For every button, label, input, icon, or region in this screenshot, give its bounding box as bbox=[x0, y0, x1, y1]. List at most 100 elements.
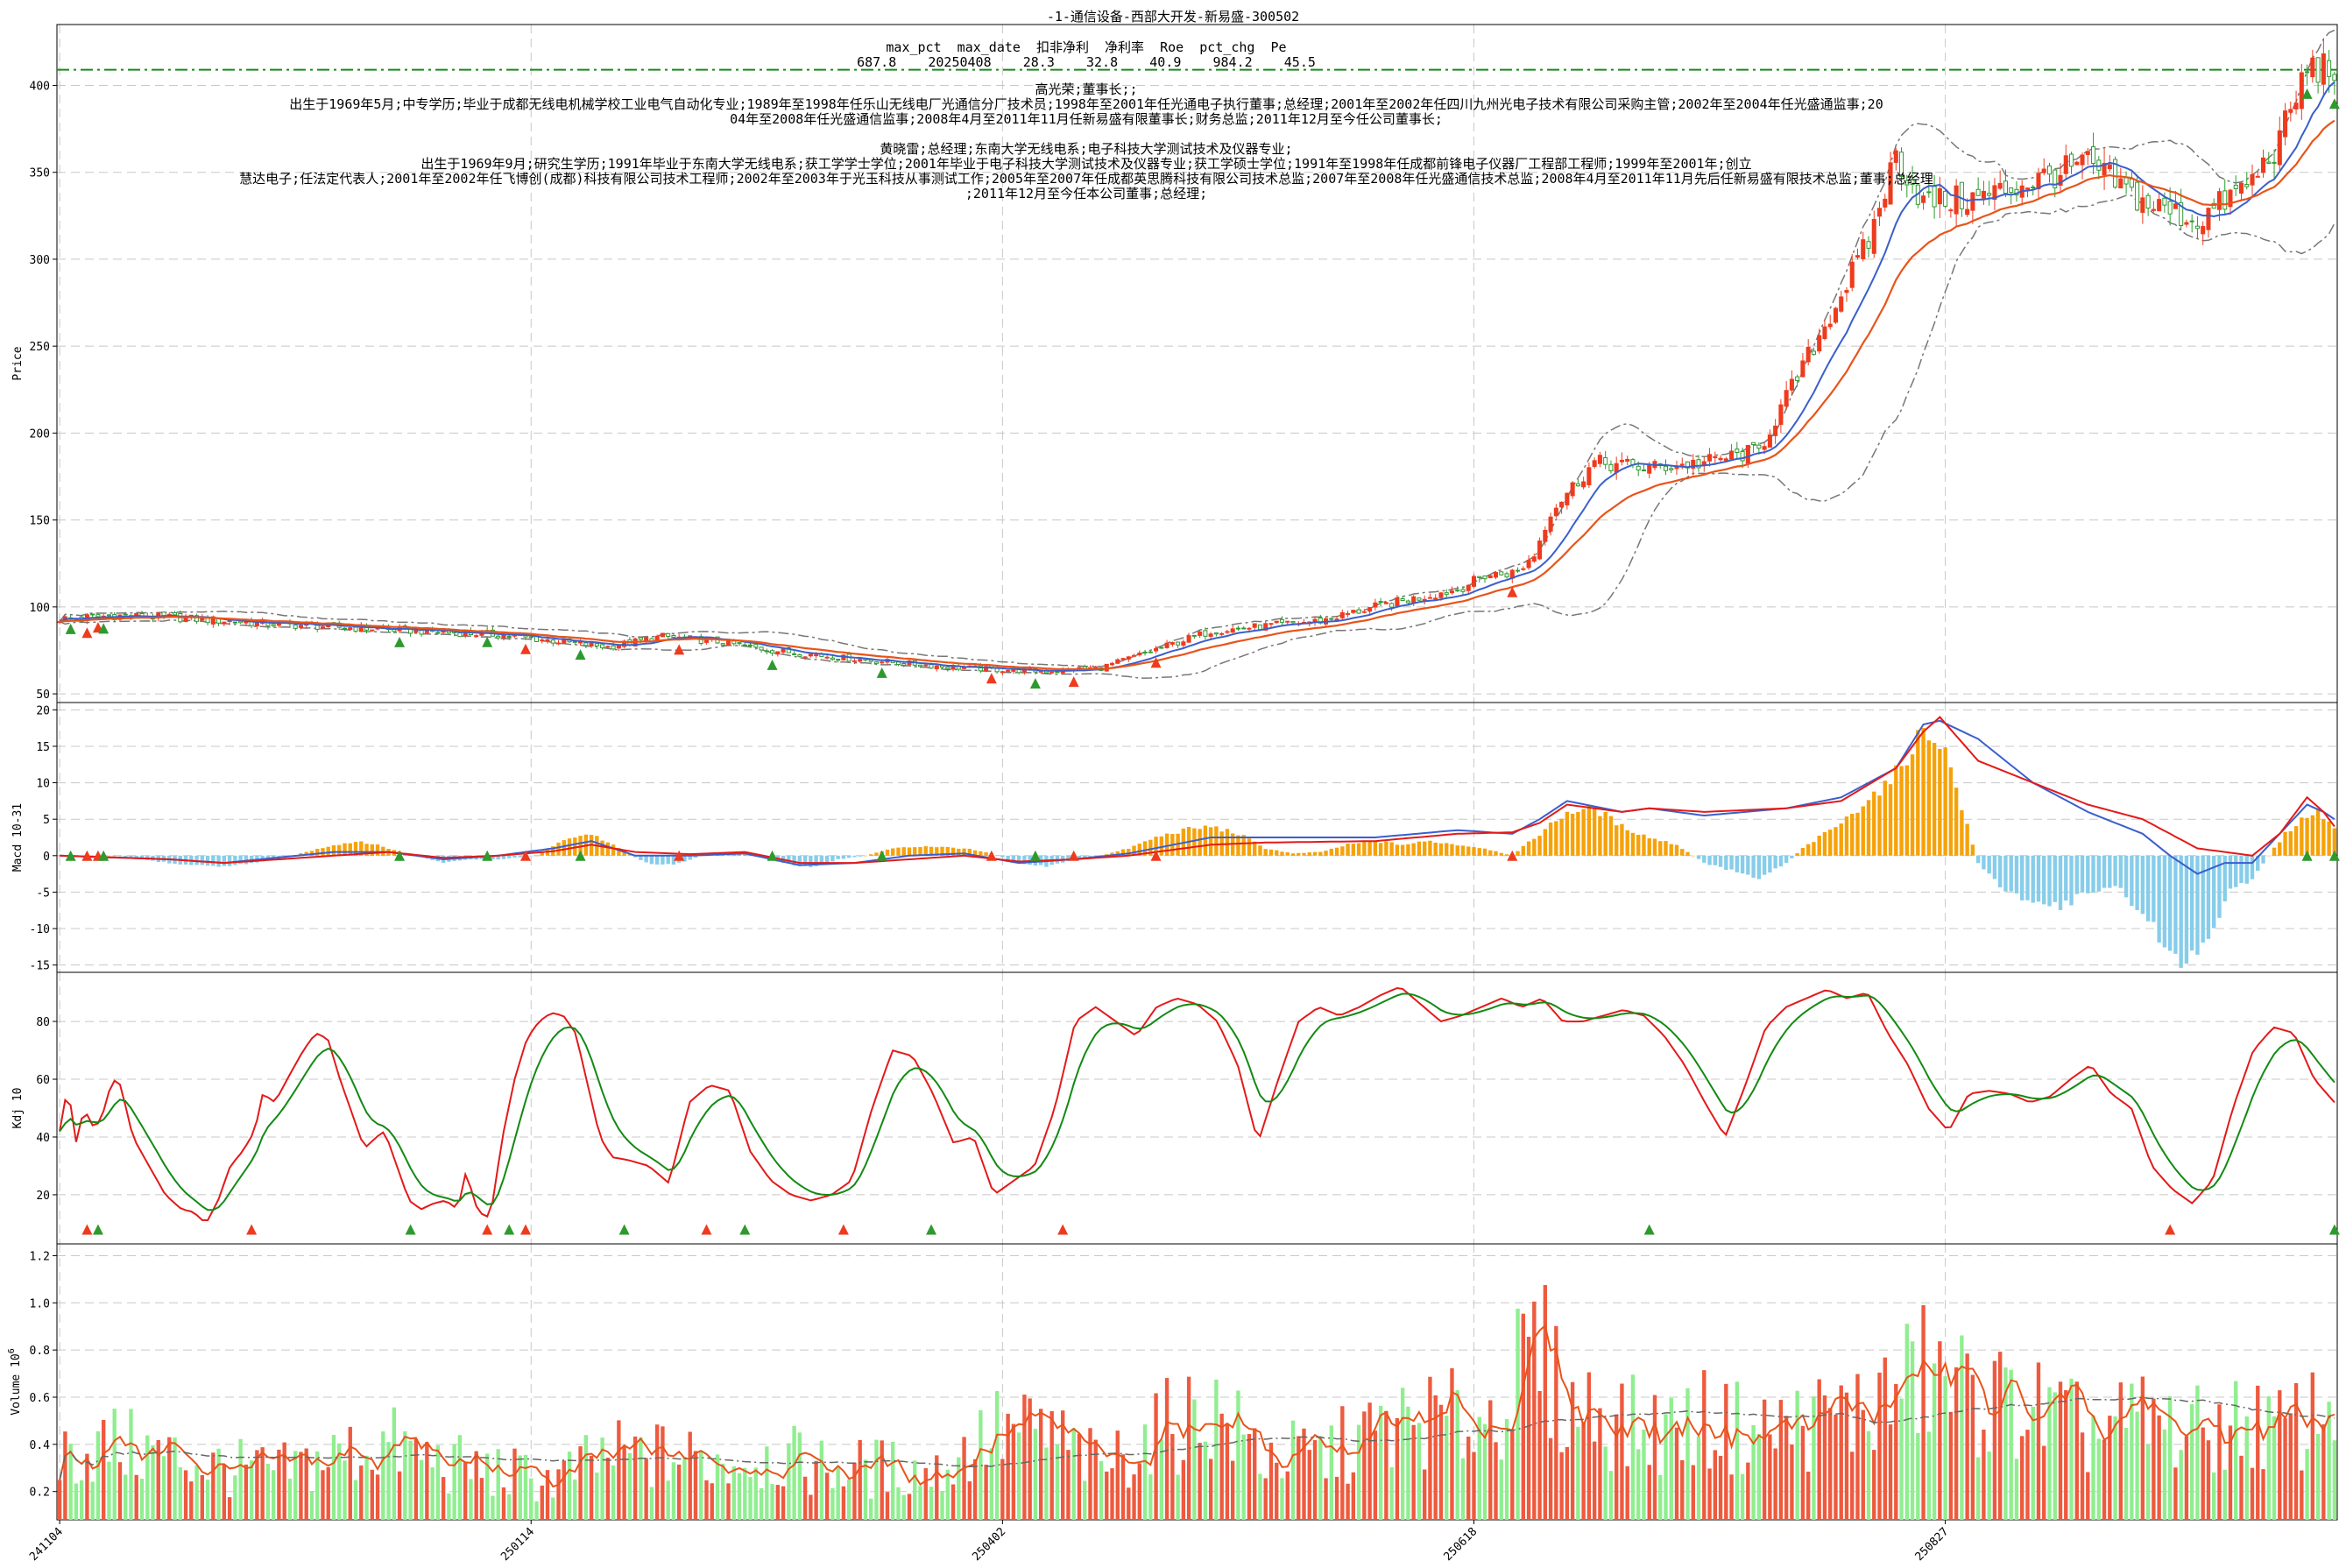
volume-bar bbox=[1049, 1410, 1054, 1520]
volume-bar bbox=[792, 1425, 796, 1520]
volume-bar bbox=[1581, 1422, 1586, 1520]
candle-body bbox=[2151, 208, 2156, 211]
macd-histogram-bar bbox=[1740, 855, 1745, 874]
volume-bar bbox=[1071, 1428, 1076, 1520]
volume-bar bbox=[1389, 1466, 1394, 1520]
volume-ma-long bbox=[59, 1396, 2335, 1480]
macd-histogram-bar bbox=[1817, 836, 1821, 856]
volume-bar bbox=[2189, 1404, 2194, 1520]
price-tick-label: 300 bbox=[30, 254, 50, 267]
kdj-up-marker bbox=[837, 1224, 849, 1235]
volume-bar bbox=[107, 1461, 111, 1520]
macd-histogram-bar bbox=[2167, 855, 2173, 951]
volume-bar bbox=[326, 1467, 330, 1520]
candle-body bbox=[2201, 226, 2206, 235]
candle-body bbox=[929, 664, 934, 669]
macd-histogram-bar bbox=[1077, 855, 1082, 859]
volume-bar bbox=[1608, 1471, 1614, 1520]
macd-histogram-bar bbox=[1521, 845, 1525, 856]
volume-bar bbox=[2179, 1450, 2183, 1520]
candle-body bbox=[934, 665, 939, 670]
volume-bar bbox=[1850, 1451, 1855, 1520]
macd-histogram-bar bbox=[1006, 855, 1010, 860]
candle-body bbox=[1723, 458, 1728, 462]
macd-histogram-bar bbox=[2003, 855, 2008, 892]
candle-body bbox=[2288, 109, 2293, 113]
macd-histogram-bar bbox=[2195, 855, 2200, 955]
price-tick-label: 150 bbox=[30, 515, 50, 528]
volume-bar bbox=[1450, 1367, 1454, 1520]
macd-histogram-bar bbox=[1428, 840, 1432, 856]
macd-histogram-bar bbox=[1011, 855, 1016, 862]
macd-histogram-bar bbox=[2135, 855, 2139, 910]
macd-histogram-bar bbox=[1603, 811, 1608, 856]
macd-histogram-bar bbox=[1417, 841, 1422, 856]
candle-body bbox=[1975, 188, 1981, 196]
candle-body bbox=[1537, 540, 1543, 560]
volume-bar bbox=[529, 1478, 534, 1520]
volume-bar bbox=[824, 1473, 830, 1520]
x-tick-label: 250618 bbox=[1441, 1525, 1480, 1564]
candle-body bbox=[2310, 57, 2315, 78]
candle-body bbox=[2162, 197, 2167, 206]
macd-histogram-bar bbox=[1592, 807, 1597, 856]
candle-body bbox=[775, 651, 781, 655]
candle-body bbox=[1751, 441, 1756, 446]
volume-bar bbox=[1658, 1474, 1663, 1520]
macd-histogram-bar bbox=[972, 850, 978, 856]
macd-histogram-bar bbox=[1773, 855, 1777, 869]
candle-body bbox=[1433, 597, 1438, 600]
candle-body bbox=[2046, 165, 2053, 175]
macd-histogram-bar bbox=[1137, 844, 1141, 856]
volume-bar bbox=[1510, 1430, 1515, 1520]
volume-bar bbox=[74, 1483, 79, 1520]
volume-bar bbox=[161, 1456, 166, 1520]
volume-bar bbox=[2184, 1436, 2189, 1520]
sell-signal-marker bbox=[876, 667, 887, 678]
volume-bar bbox=[392, 1407, 397, 1520]
candle-body bbox=[2233, 184, 2238, 190]
volume-bar bbox=[1943, 1376, 1947, 1520]
macd-buy-marker bbox=[1150, 850, 1162, 861]
macd-histogram-bar bbox=[622, 851, 626, 856]
macd-histogram-bar bbox=[2217, 855, 2222, 918]
volume-bar bbox=[1997, 1352, 2003, 1520]
volume-bar bbox=[512, 1448, 517, 1520]
candle-body bbox=[759, 646, 764, 651]
volume-bar bbox=[775, 1485, 781, 1520]
volume-bar bbox=[1438, 1404, 1444, 1520]
macd-histogram-bar bbox=[2118, 855, 2123, 888]
volume-bar bbox=[622, 1446, 626, 1520]
volume-bar bbox=[156, 1439, 160, 1520]
volume-bar bbox=[1735, 1381, 1740, 1520]
candle-body bbox=[1318, 618, 1323, 624]
volume-bar bbox=[901, 1494, 906, 1520]
macd-tick-label: 0 bbox=[43, 851, 50, 864]
candle-body bbox=[2184, 222, 2189, 225]
candle-body bbox=[1707, 454, 1713, 462]
volume-bar bbox=[321, 1470, 325, 1520]
candle-body bbox=[1827, 323, 1833, 328]
macd-histogram-bar bbox=[534, 855, 539, 857]
candle-body bbox=[1290, 621, 1296, 624]
candle-body bbox=[1154, 647, 1159, 652]
kdj-down-marker bbox=[2328, 1224, 2340, 1235]
volume-bar bbox=[255, 1450, 259, 1520]
macd-histogram-bar bbox=[1735, 855, 1740, 872]
kdj-panel: 20 40 60 80 Kdj 10 bbox=[11, 971, 2340, 1245]
candle-body bbox=[797, 653, 802, 657]
candle-body bbox=[2189, 220, 2194, 222]
macd-histogram-bar bbox=[1280, 851, 1284, 856]
candle-body bbox=[1970, 192, 1975, 211]
macd-histogram-bar bbox=[1093, 855, 1098, 857]
volume-label-text: Volume 10 bbox=[10, 1353, 23, 1415]
macd-histogram-bar bbox=[2157, 855, 2161, 943]
volume-bar bbox=[1817, 1379, 1821, 1520]
volume-bar bbox=[457, 1435, 463, 1520]
macd-histogram-bar bbox=[1154, 837, 1158, 856]
volume-bar bbox=[984, 1465, 988, 1520]
volume-bar bbox=[797, 1432, 802, 1520]
volume-bar bbox=[907, 1494, 912, 1520]
kdj-up-marker bbox=[1057, 1224, 1069, 1235]
volume-bar bbox=[726, 1483, 731, 1520]
